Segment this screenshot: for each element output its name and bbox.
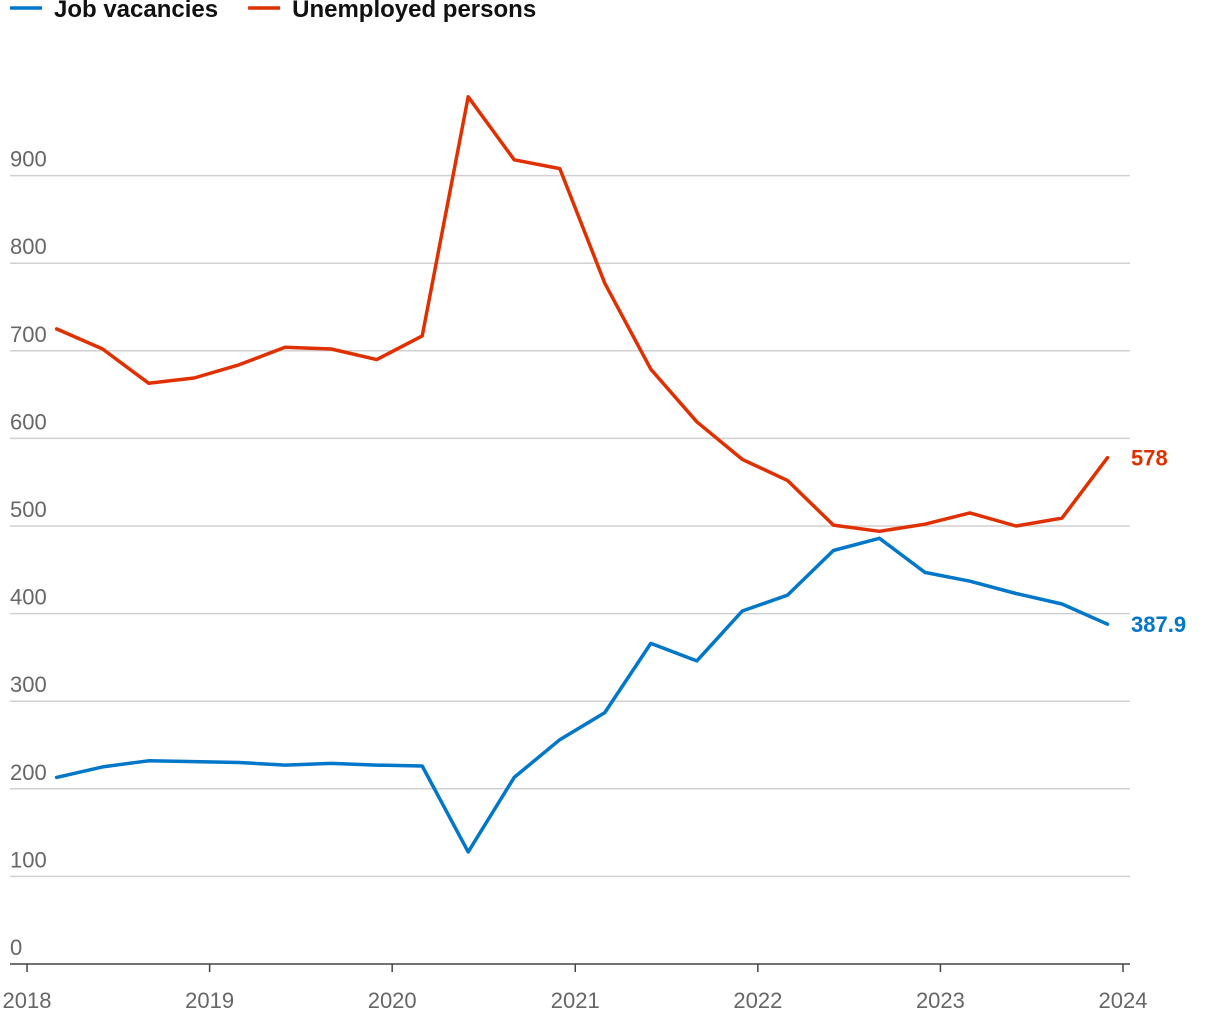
legend: Job vacancies Unemployed persons [10,0,536,23]
y-tick-label: 100 [10,847,47,872]
y-tick-label: 600 [10,409,47,434]
gridlines [10,174,1130,878]
y-tick-label: 300 [10,672,47,697]
y-tick-label: 200 [10,760,47,785]
series-lines [54,95,1110,854]
series-line-job-vacancies [54,536,1110,854]
x-tick-label: 2018 [3,988,52,1013]
x-tick-label: 2024 [1099,988,1148,1013]
end-value-labels: 387.9 578 [1131,446,1186,638]
x-tick-label: 2020 [368,988,417,1013]
y-tick-label: 500 [10,497,47,522]
series-line-unemployed-persons [54,95,1110,534]
y-tick-label: 0 [10,935,22,960]
end-value-label: 387.9 [1131,612,1186,637]
y-tick-label: 700 [10,322,47,347]
y-tick-label: 900 [10,147,47,172]
x-tick-label: 2023 [916,988,965,1013]
x-tick-label: 2021 [551,988,600,1013]
x-tick-label: 2022 [733,988,782,1013]
y-axis-tick-labels: 0 100 200 300 400 500 600 700 800 900 [10,147,47,960]
legend-label: Unemployed persons [292,0,536,23]
legend-label: Job vacancies [54,0,218,23]
end-value-label: 578 [1131,446,1168,471]
x-tick-label: 2019 [185,988,234,1013]
x-axis: 2018 2019 2020 2021 2022 2023 2024 [3,963,1148,1013]
y-tick-label: 400 [10,585,47,610]
y-tick-label: 800 [10,234,47,259]
